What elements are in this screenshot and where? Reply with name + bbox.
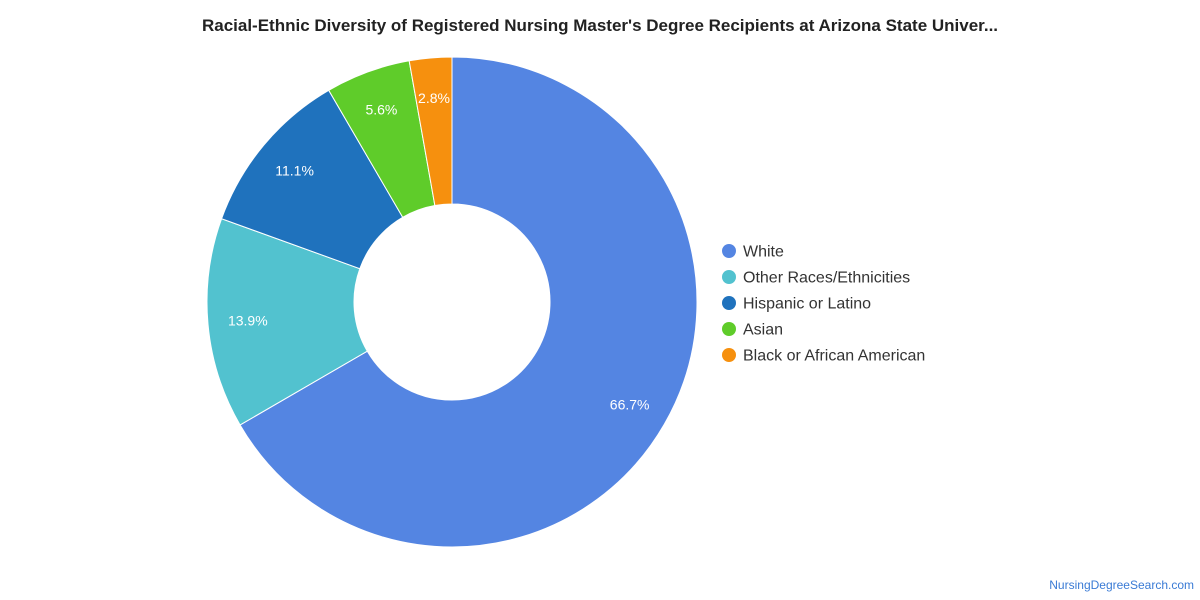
legend-item-white[interactable]: White	[722, 244, 784, 261]
slice-label-hispanic-or-latino: 11.1%	[275, 163, 314, 179]
slice-label-black-or-african-american: 2.8%	[418, 90, 450, 106]
legend-label-other-races-ethnicities: Other Races/Ethnicities	[743, 270, 910, 287]
watermark-link[interactable]: NursingDegreeSearch.com	[1049, 578, 1194, 592]
legend-item-hispanic-or-latino[interactable]: Hispanic or Latino	[722, 296, 871, 313]
chart-legend: White Other Races/Ethnicities Hispanic or …	[722, 244, 925, 365]
slice-label-asian: 5.6%	[365, 102, 397, 118]
legend-swatch-asian	[722, 322, 736, 336]
legend-swatch-white	[722, 244, 736, 258]
legend-swatch-other-races-ethnicities	[722, 270, 736, 284]
legend-label-white: White	[743, 244, 784, 261]
chart-title: Racial-Ethnic Diversity of Registered Nu…	[201, 16, 999, 35]
slice-label-white: 66.7%	[610, 396, 650, 412]
legend-label-hispanic-or-latino: Hispanic or Latino	[743, 296, 871, 313]
legend-item-asian[interactable]: Asian	[722, 322, 783, 339]
legend-item-black-or-african-american[interactable]: Black or African American	[722, 348, 925, 365]
legend-item-other-races-ethnicities[interactable]: Other Races/Ethnicities	[722, 270, 910, 287]
legend-label-black-or-african-american: Black or African American	[743, 348, 925, 365]
legend-swatch-black-or-african-american	[722, 348, 736, 362]
slice-label-other-races-ethnicities: 13.9%	[228, 312, 268, 328]
donut-slices	[206, 56, 698, 548]
donut-slice-labels: 66.7% 13.9% 11.1% 5.6% 2.8%	[228, 90, 650, 413]
slice-hispanic-or-latino[interactable]	[220, 89, 404, 270]
slice-white[interactable]	[239, 56, 698, 548]
legend-label-asian: Asian	[743, 322, 783, 339]
slice-other-races-ethnicities[interactable]	[206, 218, 368, 426]
slice-black-or-african-american[interactable]	[408, 56, 453, 207]
legend-swatch-hispanic-or-latino	[722, 296, 736, 310]
